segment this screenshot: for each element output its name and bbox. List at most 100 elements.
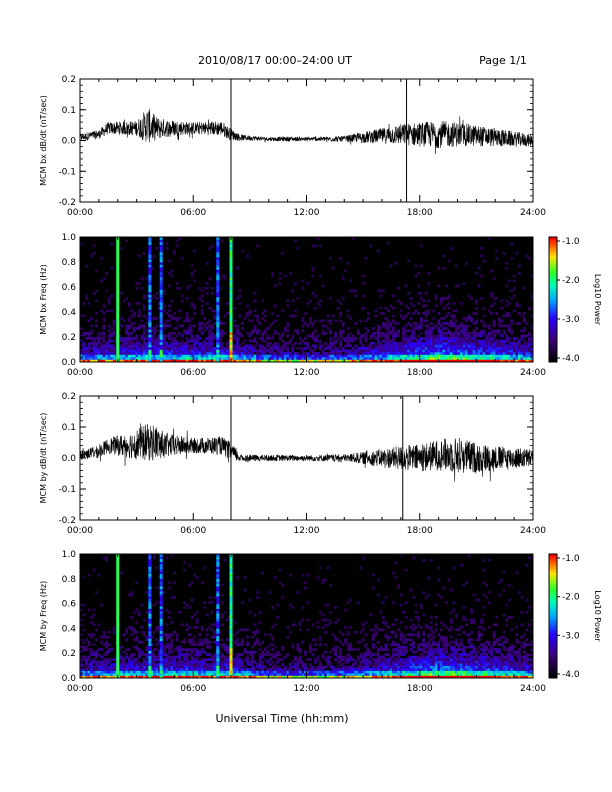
spectrogram-cell	[309, 673, 312, 676]
spectrogram-cell	[256, 314, 259, 318]
spectrogram-cell	[178, 342, 181, 345]
spectrogram-cell	[233, 337, 237, 340]
spectrogram-cell	[522, 334, 526, 338]
spectrogram-cell	[384, 668, 388, 671]
spectrogram-cell	[97, 670, 101, 674]
spectrogram-cell	[387, 638, 390, 642]
spectrogram-cell	[465, 334, 468, 338]
spectrogram-cell	[168, 670, 171, 674]
spectrogram-cell	[85, 264, 88, 268]
spectrogram-cell	[497, 354, 501, 358]
spectrogram-cell	[432, 670, 436, 674]
spectrogram-cell	[384, 332, 388, 335]
activity-band	[216, 237, 220, 240]
spectrogram-cell	[87, 332, 91, 335]
spectrogram-cell	[173, 357, 176, 360]
spectrogram-cell	[384, 347, 388, 350]
spectrogram-cell	[500, 319, 504, 323]
spectrogram-cell	[125, 347, 129, 350]
spectrogram-cell	[283, 342, 287, 345]
spectrogram-cell	[293, 670, 297, 674]
spectrogram-cell	[208, 347, 212, 350]
spectrogram-cell	[329, 342, 332, 345]
spectrogram-cell	[193, 269, 197, 273]
spectrogram-cell	[442, 357, 446, 360]
spectrogram-cell	[140, 277, 144, 280]
spectrogram-cell	[100, 640, 103, 644]
spectrogram-cell	[168, 334, 171, 338]
spectrogram-cell	[193, 660, 197, 664]
spectrogram-cell	[336, 670, 340, 674]
spectrogram-cell	[137, 342, 141, 345]
spectrogram-cell	[173, 665, 176, 669]
colorbar-segment	[549, 355, 557, 359]
spectrogram-cell	[525, 334, 529, 338]
bright-line	[229, 279, 233, 283]
spectrogram-cell	[85, 675, 88, 679]
spectrogram-cell	[522, 342, 526, 345]
spectrogram-cell	[419, 342, 423, 345]
spectrogram-cell	[379, 648, 383, 652]
spectrogram-cell	[110, 339, 114, 343]
spectrogram-cell	[371, 658, 375, 661]
spectrogram-cell	[419, 297, 423, 300]
spectrogram-cell	[105, 645, 108, 649]
spectrogram-cell	[389, 349, 393, 353]
spectrogram-cell	[344, 665, 348, 669]
spectrogram-cell	[527, 344, 531, 348]
spectrogram-cell	[92, 665, 96, 669]
spectrogram-cell	[326, 319, 330, 323]
spectrogram-cell	[427, 332, 431, 335]
spectrogram-cell	[145, 359, 149, 363]
spectrogram-cell	[266, 670, 270, 674]
spectrogram-cell	[246, 332, 249, 335]
spectrogram-cell	[253, 670, 257, 674]
spectrogram-cell	[180, 663, 184, 666]
spectrogram-cell	[319, 339, 322, 343]
spectrogram-cell	[354, 354, 358, 358]
spectrogram-cell	[472, 329, 476, 333]
spectrogram-cell	[361, 347, 365, 350]
spectrogram-cell	[389, 670, 393, 674]
spectrogram-cell	[220, 349, 224, 353]
spectrogram-cell	[376, 289, 380, 293]
y-axis-title: MCM by dB/dt (nT/sec)	[39, 413, 48, 504]
spectrogram-cell	[271, 349, 275, 353]
spectrogram-cell	[341, 673, 345, 676]
spectrogram-cell	[283, 347, 287, 350]
spectrogram-cell	[95, 655, 98, 659]
activity-band	[216, 332, 220, 335]
spectrogram-cell	[359, 339, 363, 343]
spectrogram-cell	[258, 643, 262, 647]
spectrogram-cell	[140, 603, 144, 607]
spectrogram-cell	[183, 638, 186, 642]
spectrogram-cell	[180, 342, 184, 345]
spectrogram-cell	[158, 302, 161, 305]
spectrogram-cell	[241, 673, 244, 676]
activity-band	[159, 247, 163, 250]
spectrogram-cell	[399, 347, 403, 350]
spectrogram-cell	[392, 643, 395, 647]
spectrogram-cell	[125, 344, 129, 348]
spectrogram-cell	[218, 277, 222, 280]
spectrogram-cell	[210, 349, 214, 353]
spectrogram-cell	[359, 319, 363, 323]
spectrogram-cell	[175, 673, 179, 676]
spectrogram-cell	[152, 653, 156, 656]
spectrogram-cell	[165, 643, 169, 647]
spectrogram-cell	[183, 357, 186, 360]
spectrogram-cell	[407, 675, 410, 679]
spectrogram-cell	[283, 344, 287, 348]
spectrogram-cell	[251, 660, 254, 664]
spectrogram-cell	[218, 675, 222, 679]
spectrogram-cell	[291, 606, 295, 609]
spectrogram-cell	[170, 655, 174, 659]
spectrogram-cell	[170, 670, 174, 674]
spectrogram-cell	[417, 673, 421, 676]
spectrogram-cell	[278, 581, 282, 585]
spectrogram-cell	[364, 653, 368, 656]
spectrogram-cell	[152, 317, 156, 320]
x-tick-label: 00:00	[67, 208, 93, 218]
spectrogram-cell	[527, 332, 531, 335]
spectrogram-cell	[268, 337, 272, 340]
